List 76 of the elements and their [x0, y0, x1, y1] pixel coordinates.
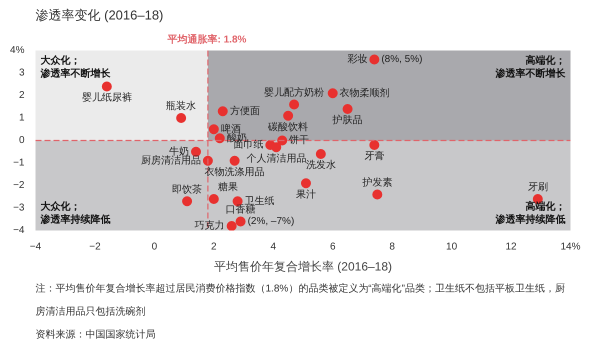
y-tick-label: 1: [18, 112, 25, 124]
y-axis-title: 渗透率变化 (2016–18): [36, 8, 164, 22]
x-tick-label: 10: [446, 242, 458, 252]
series-label: 牙刷: [528, 182, 548, 193]
series-label: 彩妆: [347, 53, 368, 65]
point: [316, 149, 326, 159]
y-tick-label: −2: [13, 180, 25, 191]
point: [289, 100, 300, 110]
annotation: (8%, 5%): [381, 54, 422, 65]
series-label: 口香糖: [226, 204, 256, 216]
series-label: 洗发水: [306, 159, 336, 171]
annotation: 高端化；: [526, 200, 566, 212]
point: [369, 140, 380, 150]
point: [176, 113, 186, 123]
point: [208, 124, 219, 134]
annotation: 渗透率持续降低: [40, 214, 110, 226]
x-tick-label: 0: [152, 242, 158, 252]
series-label: 啤酒: [220, 122, 241, 135]
annotation: 渗透率持续降低: [494, 214, 566, 226]
series-label: 护肤品: [332, 114, 363, 126]
annotation: 高端化；: [526, 54, 566, 66]
annotation: (2%, –7%): [248, 216, 294, 227]
point: [226, 221, 237, 230]
point: [342, 104, 353, 114]
point: [208, 194, 219, 204]
series-label: 护发素: [361, 176, 392, 188]
x-tick-label: 6: [330, 242, 336, 252]
point: [214, 133, 225, 144]
series-label: 巧克力: [194, 220, 225, 232]
x-tick-label: 4: [270, 242, 276, 252]
series-label: 方便面: [230, 104, 260, 117]
y-tick-label: 3: [18, 68, 25, 78]
ref-line-label: 平均通胀率: 1.8%: [166, 34, 247, 46]
x-tick-label: 14%: [560, 242, 581, 252]
text: 资料来源：中国国家统计局: [36, 328, 156, 340]
x-tick-label: 8: [389, 242, 396, 252]
y-tick-label: 4%: [10, 45, 25, 56]
series-label: 果汁: [296, 188, 316, 200]
x-axis-title: 平均售价年复合增长率 (2016–18): [214, 260, 392, 274]
point: [283, 110, 294, 121]
x-tick-label: 2: [211, 242, 218, 252]
y-tick-label: −3: [13, 202, 25, 214]
point: [372, 190, 382, 200]
series-label: 厨房清洁用品: [140, 154, 201, 166]
text: 注：平均售价年复合增长率超过居民消费价格指数（1.8%）的品类被定义为“高端化”品类；卫生纸不包括平板卫生纸，厨房清洁用品只包括洗碗剂: [36, 284, 565, 318]
x-tick-label: 12: [505, 242, 518, 252]
series-label: 糖果: [218, 181, 238, 193]
point: [369, 54, 380, 64]
annotation: 大众化；: [40, 54, 80, 66]
series-label: 瓶装水: [166, 100, 196, 112]
point: [182, 196, 192, 206]
series-label: 即饮茶: [172, 183, 202, 196]
annotation: 大众化；: [40, 200, 80, 212]
point: [218, 106, 228, 116]
x-tick-label: −2: [89, 242, 102, 252]
y-tick-label: −1: [13, 158, 25, 168]
point: [236, 216, 246, 226]
y-tick-label: 0: [18, 135, 25, 146]
series-label: 碳酸饮料: [267, 120, 308, 133]
point: [230, 156, 240, 166]
y-tick-label: −4: [13, 225, 25, 236]
annotation: 渗透率不断增长: [40, 68, 112, 80]
point: [102, 82, 112, 92]
series-label: 婴儿配方奶粉: [264, 86, 324, 98]
point: [300, 178, 311, 188]
series-label: 衣物洗涤用品: [204, 166, 265, 178]
series-label: 衣物柔顺剂: [340, 86, 390, 99]
annotation: 渗透率不断增长: [494, 68, 566, 80]
series-label: 牙膏: [364, 150, 384, 162]
series-label: 饼干: [288, 134, 310, 146]
y-tick-label: 2: [18, 90, 25, 101]
point: [271, 142, 282, 152]
series-label: 个人清洁用品: [246, 152, 306, 164]
point: [328, 88, 338, 98]
x-tick-label: −4: [30, 242, 42, 252]
series-label: 婴儿纸尿裤: [82, 92, 132, 104]
